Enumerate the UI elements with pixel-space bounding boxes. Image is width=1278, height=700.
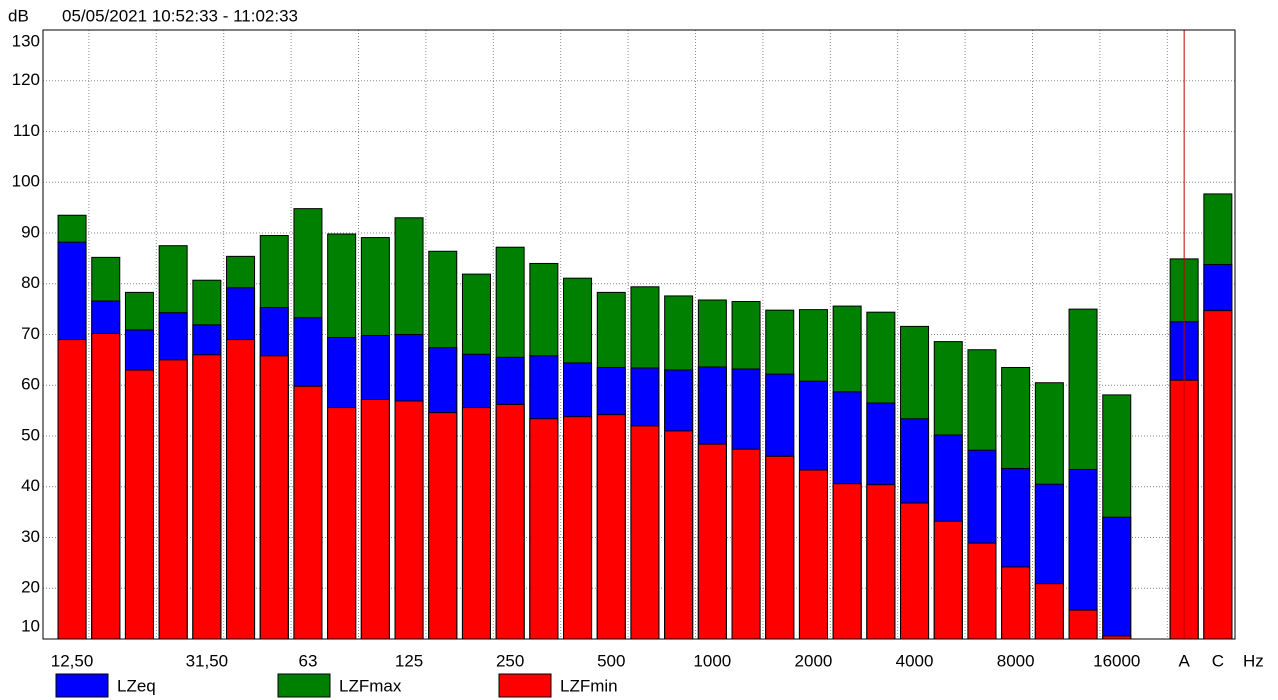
bar (697, 443, 727, 640)
y-tick-label: 90 (21, 222, 40, 241)
bar (327, 407, 357, 640)
y-tick-label: 120 (12, 70, 40, 89)
bar (226, 339, 256, 640)
bar (967, 542, 997, 640)
x-tick-label: 12,50 (51, 651, 94, 670)
bar (1203, 310, 1233, 640)
y-tick-label: 70 (21, 324, 40, 343)
x-tick-label: 500 (597, 651, 625, 670)
legend-label: LZFmin (560, 676, 618, 695)
legend-label: LZeq (117, 676, 156, 695)
y-tick-label: 20 (21, 578, 40, 597)
bar (933, 520, 963, 640)
x-tick-label: 16000 (1093, 651, 1140, 670)
y-tick-label: 130 (12, 31, 40, 50)
bar (664, 430, 694, 640)
x-tick-label: 125 (395, 651, 423, 670)
bar (900, 502, 930, 640)
legend-label: LZFmax (339, 676, 402, 695)
x-tick-label: 63 (298, 651, 317, 670)
legend-swatch (55, 673, 109, 698)
bar (529, 418, 559, 640)
y-tick-label: 100 (12, 172, 40, 191)
legend-swatch (277, 673, 331, 698)
bar (57, 339, 87, 640)
x-tick-label: 4000 (896, 651, 934, 670)
bar (765, 455, 795, 640)
bar (798, 469, 828, 640)
legend-swatch (498, 673, 552, 698)
bar (495, 404, 525, 640)
bar (158, 359, 188, 640)
y-tick-label: 110 (13, 121, 40, 140)
bar (259, 355, 289, 640)
bar (428, 412, 458, 640)
x-tick-label: 1000 (693, 651, 731, 670)
bar (192, 354, 222, 640)
bar (360, 398, 390, 640)
bar (1034, 583, 1064, 640)
bar (293, 385, 323, 640)
chart-title: 05/05/2021 10:52:33 - 11:02:33 (62, 6, 298, 25)
y-tick-label: 40 (21, 476, 40, 495)
bar (596, 414, 626, 640)
x-tick-label: 8000 (997, 651, 1035, 670)
bar (630, 425, 660, 640)
bar (832, 483, 862, 640)
y-tick-label: 30 (21, 527, 40, 546)
y-axis-label: dB (8, 6, 29, 25)
bar (563, 416, 593, 640)
x-tick-label: C (1212, 651, 1224, 670)
bar (866, 484, 896, 640)
bar (394, 400, 424, 640)
x-tick-label: 31,50 (186, 651, 229, 670)
bar (1102, 516, 1132, 640)
x-tick-label: 2000 (795, 651, 833, 670)
y-tick-label: 50 (21, 425, 40, 444)
y-tick-label: 10 (21, 616, 40, 635)
bar (124, 369, 154, 640)
bar (1001, 566, 1031, 640)
x-tick-label: 250 (496, 651, 524, 670)
y-tick-label: 80 (21, 273, 40, 292)
y-tick-label: 60 (21, 375, 40, 394)
x-tick-label: A (1178, 651, 1190, 670)
bar (91, 332, 121, 640)
x-axis-label: Hz (1243, 651, 1264, 670)
bar (1068, 609, 1098, 640)
plot-border (42, 29, 1236, 640)
bar (731, 448, 761, 640)
bar (461, 407, 491, 640)
